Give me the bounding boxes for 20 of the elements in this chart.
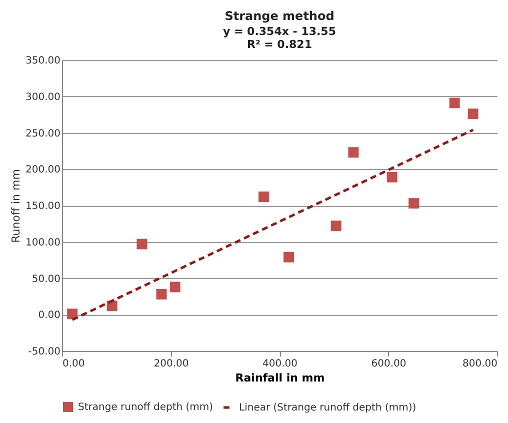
y-tick-label: 100.00 — [26, 237, 60, 248]
x-tick-label: 800.00 — [462, 358, 498, 370]
x-axis-title: Rainfall in mm — [235, 372, 325, 384]
x-tick-label: 200.00 — [154, 358, 189, 370]
y-axis-title: Runoff in mm — [10, 169, 23, 243]
y-tick-label: 0.00 — [38, 310, 60, 322]
y-tick-label: 200.00 — [26, 164, 60, 176]
y-tick-label: 250.00 — [26, 128, 60, 140]
chart-subtitle: y = 0.354x - 13.55 R² = 0.821 — [223, 25, 336, 51]
x-tick-label: 0.00 — [62, 358, 85, 370]
x-tick-label: 400.00 — [262, 358, 298, 370]
legend-label: Strange runoff depth (mm) — [78, 402, 214, 413]
y-tick-label: 300.00 — [26, 92, 60, 103]
legend-label: Linear (Strange runoff depth (mm)) — [239, 402, 416, 414]
y-tick-label: 350.00 — [26, 56, 60, 66]
y-tick-label: 150.00 — [26, 201, 60, 212]
x-tick-label: 600.00 — [371, 358, 406, 370]
chart-title: Strange method — [224, 9, 334, 23]
y-tick-label: 50.00 — [32, 274, 60, 285]
y-tick-label: -50.00 — [28, 346, 60, 358]
